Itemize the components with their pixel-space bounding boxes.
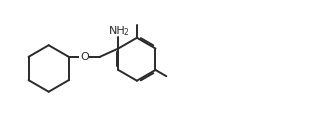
Text: 2: 2 (123, 28, 128, 37)
Text: O: O (80, 52, 89, 62)
Text: NH: NH (108, 26, 125, 36)
